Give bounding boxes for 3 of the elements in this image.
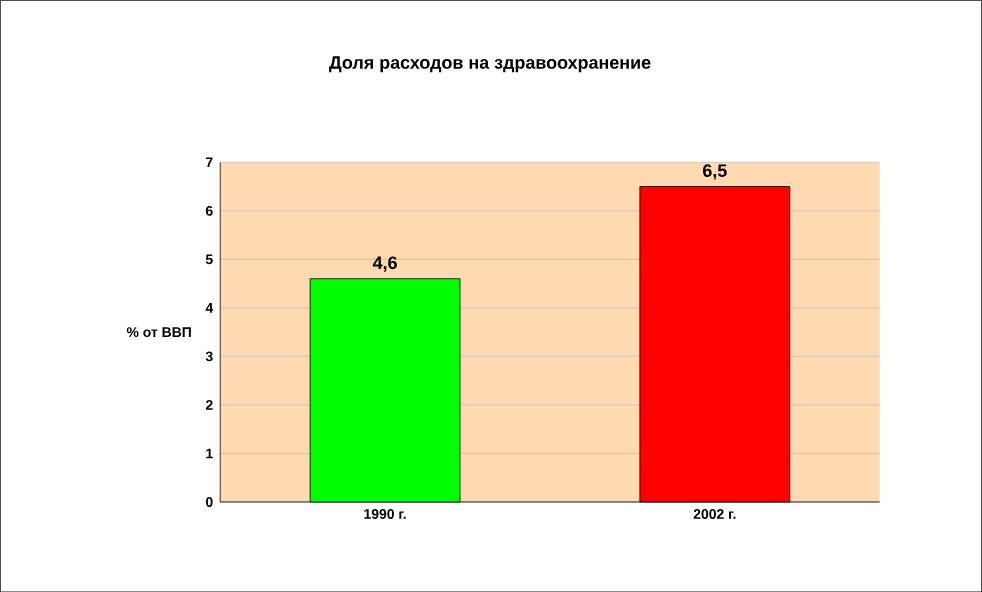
chart-title: Доля расходов на здравоохранение	[329, 56, 651, 73]
data-label: 6,5	[703, 164, 727, 180]
data-label: 4,6	[372, 256, 397, 272]
